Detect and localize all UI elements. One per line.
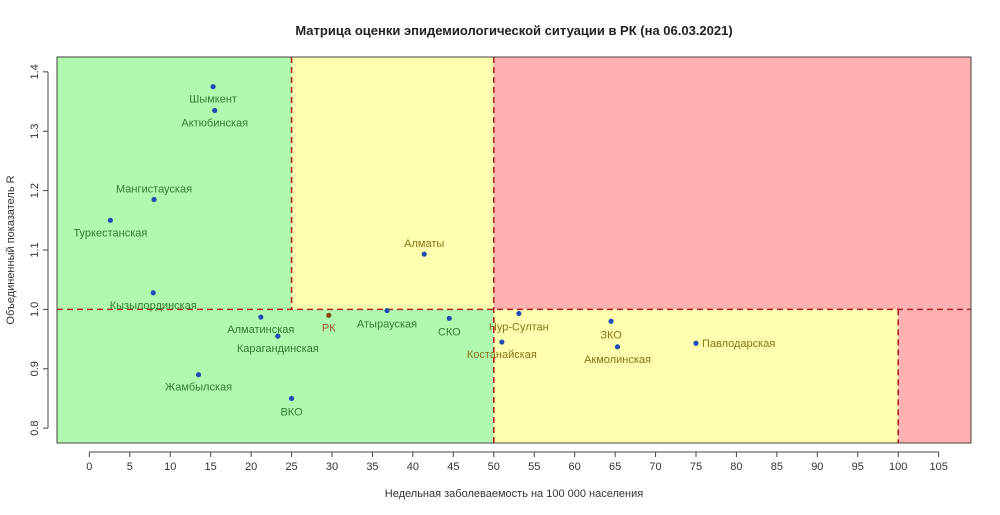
point-label: Актюбинская [181, 117, 248, 129]
x-tick-label: 15 [205, 461, 217, 473]
data-point [608, 318, 614, 324]
x-tick-label: 5 [127, 461, 133, 473]
data-point [195, 372, 202, 378]
data-points [107, 84, 699, 402]
data-point [275, 333, 281, 339]
y-tick-label: 1.0 [29, 302, 41, 317]
x-tick-label: 60 [569, 461, 581, 473]
x-tick-label: 105 [929, 461, 947, 473]
x-tick-label: 20 [245, 461, 257, 473]
point-label: РК [322, 322, 336, 334]
zone-5 [898, 309, 971, 443]
point-label: ВКО [280, 406, 303, 418]
x-axis-label: Недельная заболеваемость на 100 000 насе… [385, 488, 643, 500]
zones-layer [57, 57, 971, 443]
x-tick-label: 100 [889, 461, 907, 473]
x-tick-label: 70 [649, 461, 661, 473]
axes: 0 5 10 15 20 25 30 35 40 45 50 55 60 65 70 75 80 85 90 95 10… [29, 64, 948, 473]
x-tick-label: 55 [528, 461, 540, 473]
y-tick-label: 1.3 [29, 124, 41, 139]
x-tick-label: 85 [771, 461, 783, 473]
x-tick-label: 90 [811, 461, 823, 473]
threshold-lines [57, 57, 971, 443]
data-point [446, 315, 452, 321]
data-point [421, 251, 427, 257]
zone-2 [291, 57, 494, 310]
point-labels: Шымкент Актюбинская Мангистауская Туркестан… [73, 94, 775, 419]
point-label: Алматинская [227, 324, 294, 336]
data-point [516, 310, 522, 317]
x-tick-label: 0 [86, 461, 92, 473]
data-point [288, 395, 295, 402]
x-tick-label: 30 [326, 461, 338, 473]
data-point [326, 312, 332, 318]
zone-3 [493, 309, 899, 443]
x-tick-label: 45 [447, 461, 459, 473]
point-label: Карагандинская [237, 343, 319, 355]
zone-4 [493, 57, 971, 310]
data-point [107, 217, 113, 223]
point-label: Туркестанская [73, 227, 147, 239]
data-point [614, 344, 621, 350]
x-tick-label: 40 [407, 461, 419, 473]
x-tick-label: 10 [164, 461, 176, 473]
data-point [150, 290, 156, 296]
data-point [151, 196, 157, 203]
chart-title: Матрица оценки эпидемиологической ситуац… [295, 23, 732, 38]
x-tick-label: 50 [488, 461, 500, 473]
x-tick-label: 75 [690, 461, 702, 473]
data-point [384, 307, 390, 314]
x-tick-label: 25 [285, 461, 297, 473]
data-point [210, 84, 216, 90]
y-tick-label: 0.8 [29, 421, 41, 436]
y-tick-label: 1.4 [29, 64, 41, 79]
point-label: Мангистауская [116, 184, 192, 196]
x-tick-label: 80 [730, 461, 742, 473]
x-tick-label: 35 [366, 461, 378, 473]
zone-0 [57, 57, 292, 310]
point-label: Костанайская [467, 349, 537, 361]
point-label: Павлодарская [702, 338, 775, 350]
data-point [499, 339, 505, 345]
point-label: Кызылординская [110, 300, 197, 312]
zone-1 [57, 309, 494, 443]
y-axis-label: Объединенный показатель R [5, 175, 17, 324]
plot-frame [56, 56, 972, 444]
data-point [212, 107, 218, 114]
x-tick-label: 65 [609, 461, 621, 473]
point-label: Шымкент [189, 94, 237, 106]
point-label: Атырауская [357, 319, 417, 331]
point-label: Акмолинская [584, 354, 651, 366]
point-label: СКО [438, 326, 461, 338]
y-tick-label: 1.2 [29, 183, 41, 198]
x-tick-label: 95 [852, 461, 864, 473]
data-point [258, 314, 264, 320]
point-label: Алматы [404, 238, 444, 250]
y-tick-label: 0.9 [29, 361, 41, 376]
point-label: ЗКО [600, 329, 622, 341]
y-tick-label: 1.1 [29, 242, 41, 257]
point-label: Нур-Султан [489, 322, 549, 334]
data-point [693, 340, 699, 346]
point-label: Жамбылская [165, 382, 232, 394]
